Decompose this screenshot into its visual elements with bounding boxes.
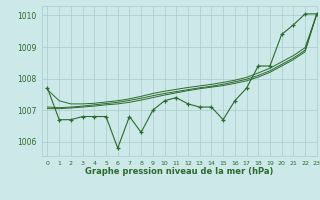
X-axis label: Graphe pression niveau de la mer (hPa): Graphe pression niveau de la mer (hPa) xyxy=(85,167,273,176)
